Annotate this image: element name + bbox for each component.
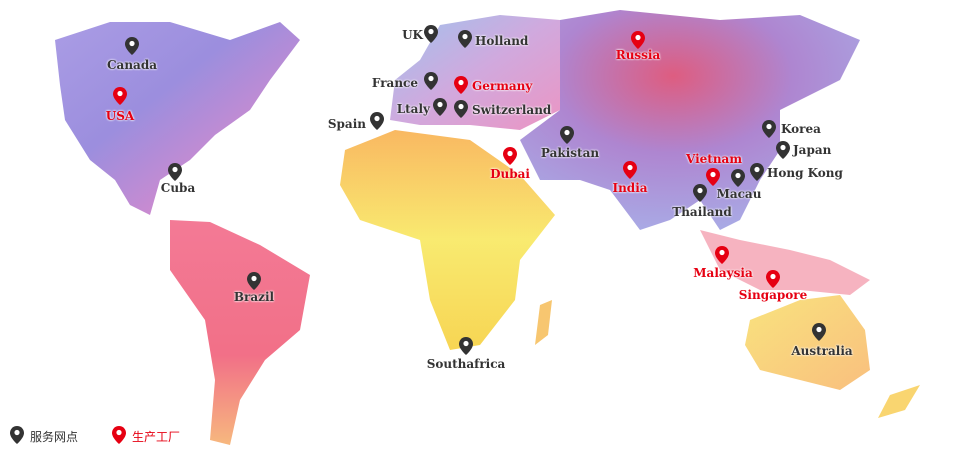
- map-pin-icon: [112, 426, 126, 447]
- location-label-korea[interactable]: Korea: [781, 122, 821, 136]
- legend-label: 服务网点: [30, 430, 79, 444]
- location-label-holland[interactable]: Holland: [475, 34, 529, 48]
- map-pin-icon-dubai[interactable]: [503, 147, 517, 165]
- map-pin-icon-ltaly[interactable]: [433, 98, 447, 116]
- location-label-germany[interactable]: Germany: [472, 79, 533, 93]
- continent-north-america: [55, 22, 300, 215]
- legend-service: 服务网点: [10, 426, 78, 447]
- location-label-hong-kong[interactable]: Hong Kong: [767, 166, 843, 180]
- continent-africa: [340, 130, 555, 350]
- location-label-india[interactable]: India: [612, 181, 648, 195]
- location-label-cuba[interactable]: Cuba: [160, 181, 196, 195]
- location-label-singapore[interactable]: Singapore: [738, 288, 808, 302]
- map-pin-icon-hong-kong[interactable]: [750, 163, 764, 181]
- map-pin-icon-france[interactable]: [424, 72, 438, 90]
- location-label-australia[interactable]: Australia: [791, 344, 853, 358]
- map-pin-icon-switzerland[interactable]: [454, 100, 468, 118]
- location-label-southafrica[interactable]: Southafrica: [426, 357, 506, 371]
- map-pin-icon-korea[interactable]: [762, 120, 776, 138]
- location-label-uk[interactable]: UK: [402, 28, 423, 42]
- location-label-brazil[interactable]: Brazil: [233, 290, 275, 304]
- location-label-japan[interactable]: Japan: [793, 143, 832, 157]
- map-pin-icon-spain[interactable]: [370, 112, 384, 130]
- map-pin-icon-southafrica[interactable]: [459, 337, 473, 355]
- location-label-vietnam[interactable]: Vietnam: [685, 152, 743, 166]
- map-pin-icon-thailand[interactable]: [693, 184, 707, 202]
- location-label-usa[interactable]: USA: [105, 109, 135, 123]
- island-madagascar: [535, 300, 552, 345]
- map-pin-icon-holland[interactable]: [458, 30, 472, 48]
- continent-south-america: [170, 220, 310, 445]
- map-pin-icon-malaysia[interactable]: [715, 246, 729, 264]
- map-pin-icon-japan[interactable]: [776, 141, 790, 159]
- location-label-ltaly[interactable]: Ltaly: [396, 102, 430, 116]
- continent-europe: [390, 15, 560, 130]
- map-pin-icon-russia[interactable]: [631, 31, 645, 49]
- map-pin-icon: [10, 426, 24, 447]
- continent-asia: [520, 10, 860, 230]
- location-label-spain[interactable]: Spain: [327, 117, 366, 131]
- location-label-switzerland[interactable]: Switzerland: [472, 103, 552, 117]
- legend-label: 生产工厂: [132, 430, 181, 444]
- map-pin-icon-australia[interactable]: [812, 323, 826, 341]
- location-label-canada[interactable]: Canada: [107, 58, 157, 72]
- location-label-malaysia[interactable]: Malaysia: [693, 266, 753, 280]
- map-pin-icon-germany[interactable]: [454, 76, 468, 94]
- location-label-russia[interactable]: Russia: [615, 48, 661, 62]
- map-pin-icon-cuba[interactable]: [168, 163, 182, 181]
- location-label-thailand[interactable]: Thailand: [672, 205, 732, 219]
- legend-factory: 生产工厂: [112, 426, 180, 447]
- map-pin-icon-india[interactable]: [623, 161, 637, 179]
- map-pin-icon-brazil[interactable]: [247, 272, 261, 290]
- island-new-zealand: [878, 385, 920, 418]
- map-pin-icon-canada[interactable]: [125, 37, 139, 55]
- continent-southeast-asia: [700, 230, 870, 295]
- map-pin-icon-vietnam[interactable]: [706, 168, 720, 186]
- location-label-macau[interactable]: Macau: [716, 187, 762, 201]
- map-pin-icon-singapore[interactable]: [766, 270, 780, 288]
- continent-australia: [745, 295, 870, 390]
- map-pin-icon-pakistan[interactable]: [560, 126, 574, 144]
- location-label-dubai[interactable]: Dubai: [490, 167, 530, 181]
- map-pin-icon-macau[interactable]: [731, 169, 745, 187]
- map-pin-icon-usa[interactable]: [113, 87, 127, 105]
- location-label-pakistan[interactable]: Pakistan: [540, 146, 600, 160]
- map-pin-icon-uk[interactable]: [424, 25, 438, 43]
- location-label-france[interactable]: France: [371, 76, 418, 90]
